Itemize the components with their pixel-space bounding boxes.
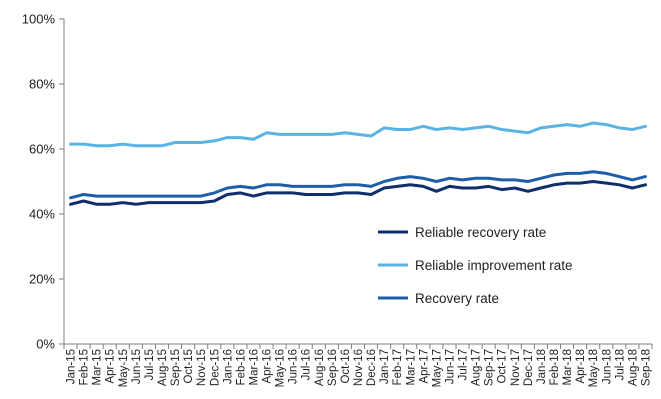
- x-tick-label: Jan-17: [379, 349, 391, 384]
- x-tick-label: Dec-17: [523, 349, 535, 386]
- x-tick-label: Jun-16: [288, 349, 300, 384]
- x-tick-label: Jan-16: [222, 349, 234, 384]
- x-tick-label: Apr-17: [418, 349, 430, 384]
- legend: Reliable recovery rate Reliable improveme…: [378, 225, 573, 306]
- y-tick-label: 60%: [29, 142, 55, 157]
- x-tick-label: Jul-17: [458, 349, 470, 380]
- x-tick-label: Sep-15: [170, 349, 182, 386]
- x-tick-label: Jun-18: [601, 349, 613, 384]
- x-tick-label: Nov-15: [196, 349, 208, 386]
- x-tick-label: Feb-16: [235, 349, 247, 385]
- x-tick-label: Oct-17: [497, 349, 509, 384]
- series-line-3: [69, 170, 647, 200]
- series-line-2: [69, 121, 647, 148]
- x-tick-label: May-18: [588, 349, 600, 387]
- x-tick-label: Dec-15: [209, 349, 221, 386]
- x-tick-label: Aug-15: [157, 349, 169, 386]
- x-tick-label: May-16: [275, 349, 287, 387]
- x-tick-label: Oct-16: [340, 349, 352, 384]
- x-tick-label: Dec-16: [366, 349, 378, 386]
- x-tick-label: Mar-15: [92, 349, 104, 385]
- legend-label: Recovery rate: [415, 291, 499, 306]
- x-tick-label: Apr-16: [262, 349, 274, 384]
- series-line-1: [69, 180, 647, 206]
- y-axis-ticks: 0% 20% 40% 60% 80% 100%: [22, 12, 64, 352]
- x-tick-label: Aug-17: [471, 349, 483, 386]
- y-tick-label: 100%: [22, 12, 56, 27]
- x-tick-label: Sep-17: [484, 349, 496, 386]
- x-tick-label: Jul-15: [144, 349, 156, 380]
- x-tick-label: Sep-18: [640, 349, 652, 386]
- y-tick-label: 0%: [36, 337, 55, 352]
- x-tick-label: Aug-16: [314, 349, 326, 386]
- y-tick-label: 80%: [29, 77, 55, 92]
- x-tick-label: Jul-18: [614, 349, 626, 380]
- x-axis-ticks: Jan-15 Feb-15 Mar-15 Apr-15 May-15 Jun-15 Jul-…: [63, 344, 653, 387]
- x-tick-label: Nov-16: [353, 349, 365, 386]
- x-tick-label: Jul-16: [301, 349, 313, 380]
- x-tick-label: Jan-18: [536, 349, 548, 384]
- x-tick-label: Mar-18: [562, 349, 574, 385]
- x-tick-label: Jan-15: [66, 349, 78, 384]
- legend-label: Reliable recovery rate: [415, 225, 546, 240]
- x-tick-label: Nov-17: [510, 349, 522, 386]
- x-tick-label: Aug-18: [627, 349, 639, 386]
- x-tick-label: May-17: [431, 349, 443, 387]
- x-tick-label: Apr-15: [105, 349, 117, 384]
- x-tick-label: Mar-16: [248, 349, 260, 385]
- x-tick-label: Apr-18: [575, 349, 587, 384]
- x-tick-label: Feb-15: [79, 349, 91, 385]
- x-tick-label: Mar-17: [405, 349, 417, 385]
- x-tick-label: Feb-18: [549, 349, 561, 385]
- y-tick-label: 20%: [29, 272, 55, 287]
- x-tick-label: Oct-15: [183, 349, 195, 384]
- x-tick-label: Jun-17: [444, 349, 456, 384]
- x-tick-label: Sep-16: [327, 349, 339, 386]
- x-tick-label: Feb-17: [392, 349, 404, 385]
- x-tick-label: May-15: [118, 349, 130, 387]
- y-tick-label: 40%: [29, 207, 55, 222]
- x-tick-label: Jun-15: [131, 349, 143, 384]
- series-lines: [69, 121, 647, 206]
- axes: [63, 19, 652, 345]
- legend-label: Reliable improvement rate: [415, 258, 573, 273]
